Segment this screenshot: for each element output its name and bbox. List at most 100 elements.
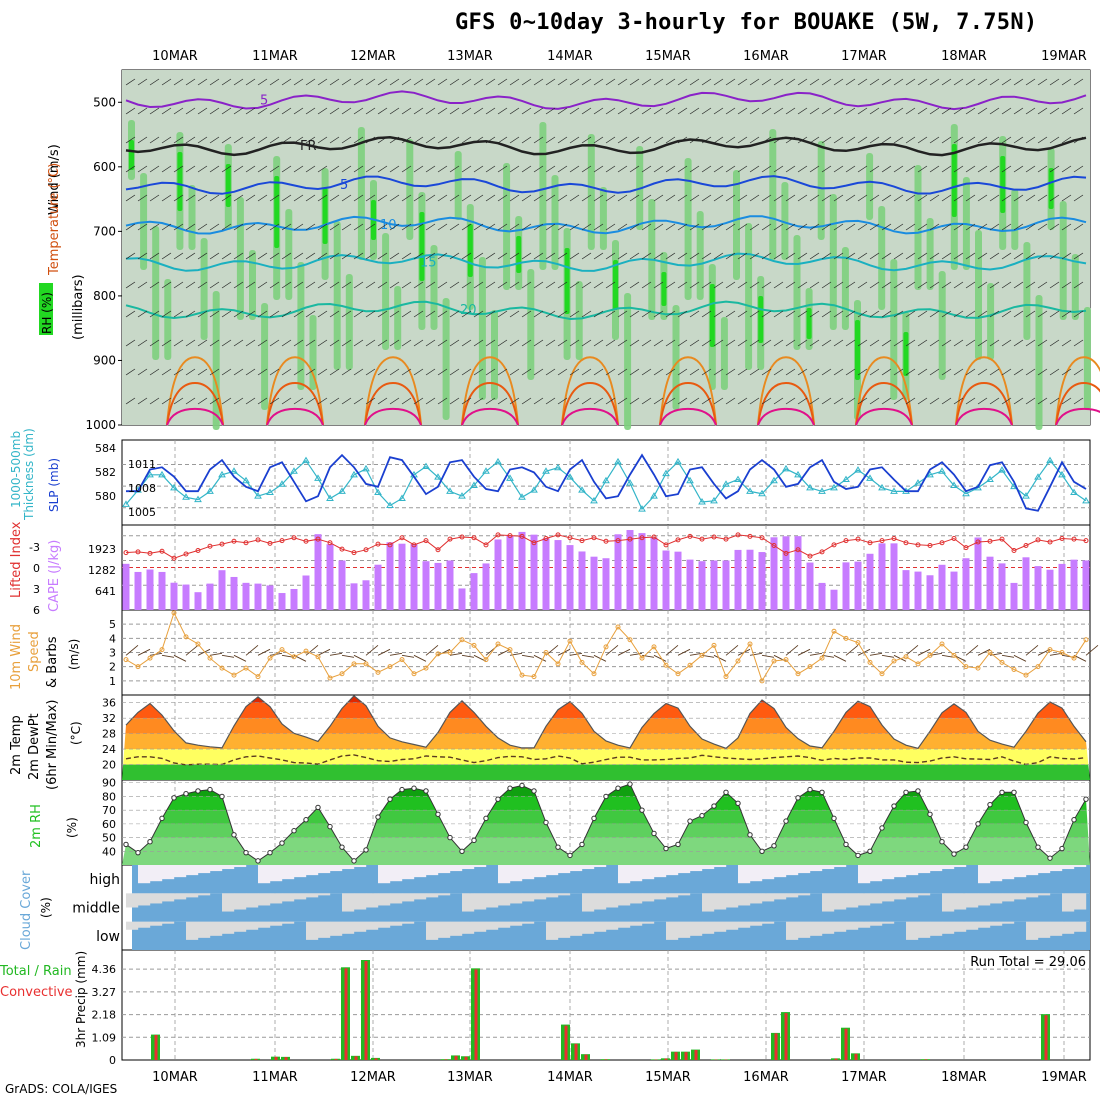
cape-bar — [254, 583, 262, 610]
wind-barb — [233, 194, 244, 202]
cape-bar — [410, 544, 418, 610]
wind-barb — [461, 194, 472, 202]
wind-barb — [1037, 310, 1048, 318]
cloud-cell — [186, 865, 199, 876]
wind-barb — [137, 339, 148, 347]
cape-bar — [494, 539, 502, 610]
rh2m-point — [999, 789, 1005, 796]
warm-isotherm — [561, 382, 619, 426]
wind-barb — [485, 165, 496, 173]
wind-barb — [953, 252, 964, 260]
wind-speed-point — [543, 650, 549, 655]
rh-cell-high — [661, 272, 667, 306]
wind-barb — [329, 310, 340, 318]
wind-barb — [881, 136, 892, 144]
wind-barb — [845, 165, 856, 173]
pressure-tick: 1000 — [85, 418, 116, 432]
wind-barb — [161, 368, 172, 376]
wind-barb — [281, 78, 292, 86]
wind-barb — [137, 107, 148, 115]
wind-barb — [581, 310, 592, 318]
wind-speed-point — [1047, 647, 1053, 653]
wind-barb — [881, 194, 892, 202]
wind-speed-point — [771, 658, 777, 664]
wind-barb — [905, 78, 916, 86]
rh-cell — [987, 283, 995, 360]
wind-barb — [797, 339, 808, 347]
cloud-cell — [198, 893, 211, 896]
wind-barb — [653, 165, 664, 173]
wind-barb — [209, 368, 220, 376]
wind-barb — [389, 339, 400, 347]
wind-speed-point — [447, 650, 453, 655]
wind-barb — [1049, 310, 1060, 318]
wind-barb — [1049, 136, 1060, 144]
wind-barb — [1073, 136, 1084, 144]
cloud-cell — [762, 865, 775, 880]
cloud-cell — [174, 865, 187, 878]
cloud-cell — [270, 865, 283, 882]
rh-tick: 60 — [102, 818, 116, 831]
wind-barb — [269, 136, 280, 144]
cloud-cell — [546, 893, 559, 898]
wind-barb — [1025, 339, 1036, 347]
cloud-cell — [678, 921, 691, 938]
rh-cell-high — [564, 248, 570, 314]
wind-barb — [761, 165, 772, 173]
wind-barb — [281, 397, 292, 405]
wind-barb — [257, 252, 268, 260]
wind-speed-point — [327, 675, 333, 681]
wind-barb — [653, 310, 664, 318]
wind-barb — [989, 252, 1000, 260]
li-point — [699, 536, 705, 542]
wind-barb — [533, 368, 544, 376]
wind-barb — [185, 397, 196, 405]
thickness-point — [746, 487, 754, 494]
wind-label-2: Speed — [27, 631, 42, 672]
wind-barb — [137, 310, 148, 318]
wind-barb — [929, 281, 940, 289]
wind-barb — [809, 136, 820, 144]
wind-barb — [461, 165, 472, 173]
cloud-cell — [642, 921, 655, 924]
wind-barb — [1049, 368, 1060, 376]
warm-isotherm — [659, 382, 717, 426]
li-point — [807, 553, 813, 559]
wind-barb — [905, 368, 916, 376]
wind-barb — [461, 136, 472, 144]
wind-barb — [845, 252, 856, 260]
wind-barb — [329, 194, 340, 202]
rh-cell — [478, 257, 486, 400]
cloud-level-label: high — [89, 872, 120, 888]
wind-barb — [485, 223, 496, 231]
wind-barb — [701, 223, 712, 231]
wind-barb — [257, 281, 268, 289]
wind-speed-point — [495, 641, 501, 647]
wind-speed-point — [243, 665, 249, 671]
wind-barb — [341, 223, 352, 231]
wind-barb — [305, 223, 316, 231]
rh-cell — [394, 286, 402, 350]
rh2m-point — [843, 841, 849, 848]
rh2m-point — [603, 793, 609, 800]
rh-cell — [1011, 189, 1019, 250]
cloud-cell — [258, 865, 271, 884]
wind-barb — [425, 165, 436, 173]
wind-barb — [161, 310, 172, 318]
li-point — [279, 538, 285, 544]
wind-barb — [893, 223, 904, 231]
wind-barb — [413, 107, 424, 115]
wind-barb — [905, 339, 916, 347]
temp-line — [125, 694, 1087, 749]
rh2m-point — [591, 815, 597, 822]
wind-barb — [605, 165, 616, 173]
wind-barb — [641, 136, 652, 144]
cape-bar — [362, 580, 370, 610]
wind-barb — [1025, 165, 1036, 173]
wind-barb — [317, 136, 328, 144]
cloud-cell — [198, 865, 211, 874]
thickness-point — [470, 481, 478, 488]
precip-label-2: Convective — [0, 985, 73, 1000]
cloud-cell — [426, 893, 439, 898]
wind-barb — [497, 107, 508, 115]
